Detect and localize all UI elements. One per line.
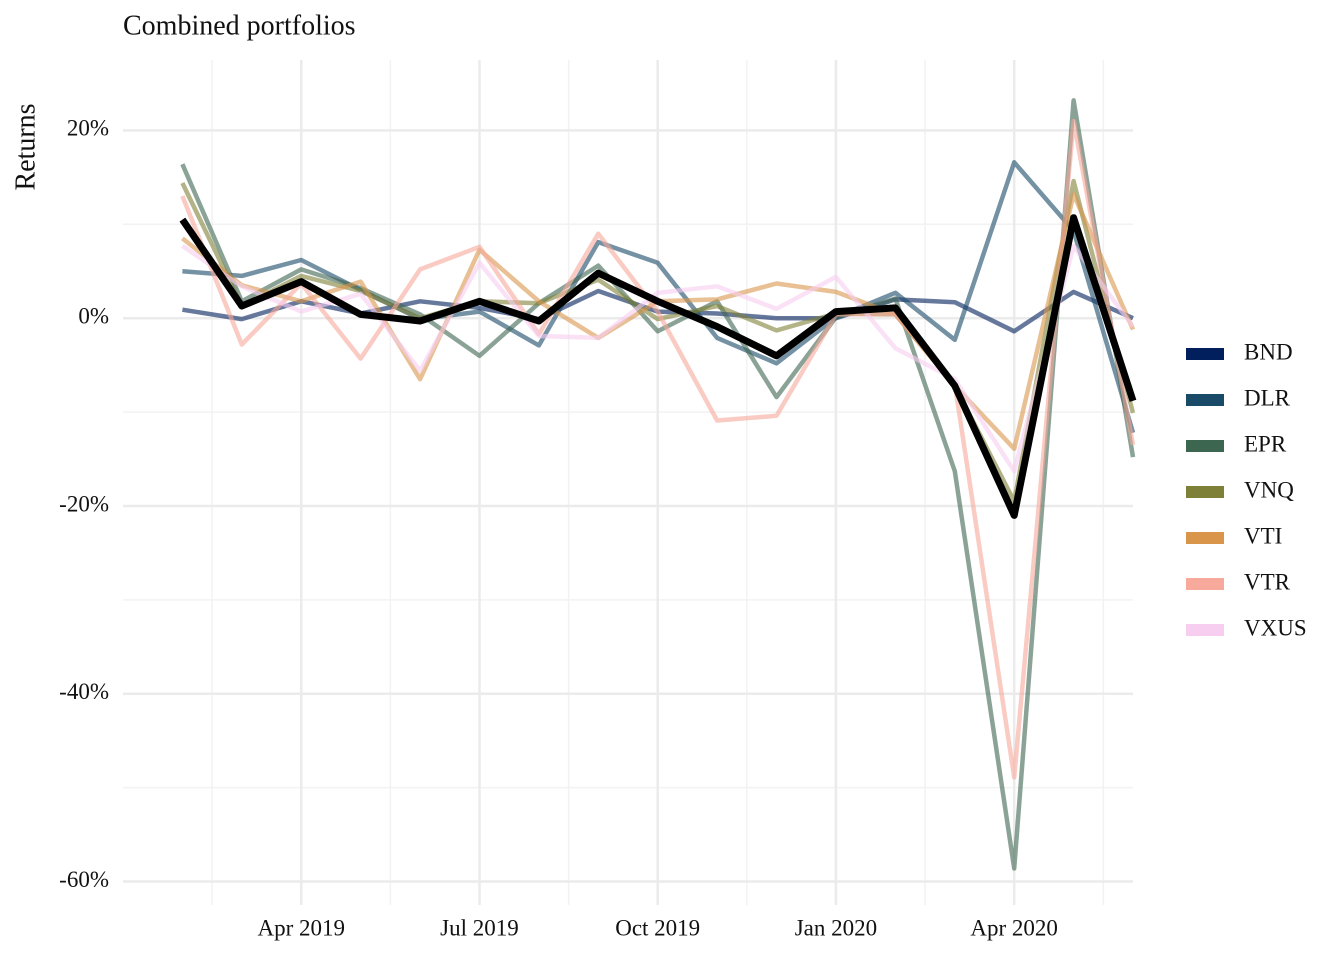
- legend: BND DLR EPR VNQ VTI VTR VXUS: [1186, 339, 1307, 640]
- legend-key: [1186, 394, 1224, 406]
- x-tick-label: Jan 2020: [795, 915, 877, 940]
- legend-key: [1186, 486, 1224, 498]
- legend-key: [1186, 348, 1224, 360]
- x-tick-label: Apr 2020: [970, 915, 1058, 940]
- legend-key: [1186, 578, 1224, 590]
- y-tick-label: 0%: [78, 303, 109, 328]
- legend-label: VXUS: [1244, 615, 1307, 640]
- legend-key: [1186, 440, 1224, 452]
- chart-title: Combined portfolios: [123, 10, 356, 41]
- legend-key: [1186, 624, 1224, 636]
- legend-label: DLR: [1244, 385, 1291, 410]
- legend-label: VTI: [1244, 523, 1282, 548]
- legend-key: [1186, 532, 1224, 544]
- x-tick-label: Apr 2019: [257, 915, 345, 940]
- x-tick-label: Jul 2019: [440, 915, 519, 940]
- y-tick-label: -40%: [59, 679, 109, 704]
- series-line: [180, 118, 1136, 780]
- legend-label: EPR: [1244, 431, 1287, 456]
- y-tick-label: -20%: [59, 491, 109, 516]
- legend-label: BND: [1244, 339, 1293, 364]
- series-line: [179, 214, 1137, 519]
- series-line: [180, 98, 1136, 871]
- y-axis-label: Returns: [10, 103, 41, 190]
- lines: [179, 98, 1137, 871]
- legend-label: VTR: [1244, 569, 1291, 594]
- y-tick-label: 20%: [67, 116, 109, 141]
- x-tick-label: Oct 2019: [615, 915, 700, 940]
- legend-label: VNQ: [1244, 477, 1294, 502]
- y-tick-label: -60%: [59, 867, 109, 892]
